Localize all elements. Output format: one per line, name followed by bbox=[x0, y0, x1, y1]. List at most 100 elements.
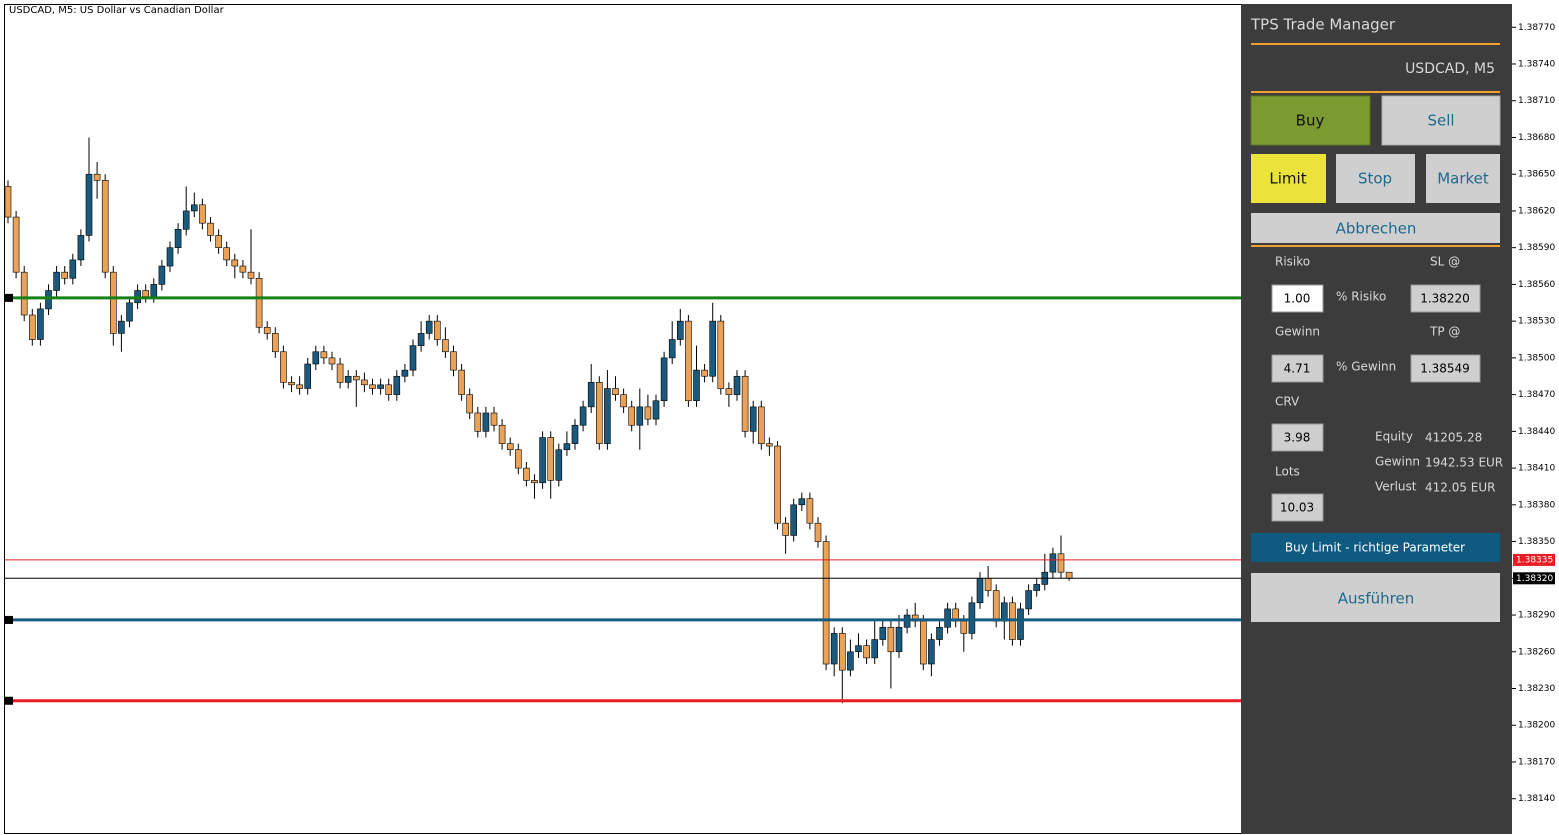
plot-area bbox=[4, 137, 1241, 705]
candle-body bbox=[928, 639, 935, 665]
candle-body bbox=[620, 394, 627, 408]
candle-body bbox=[936, 626, 943, 640]
level-handle[interactable] bbox=[5, 293, 13, 302]
candle-body bbox=[814, 522, 822, 542]
candle-body bbox=[644, 406, 652, 420]
candle-body bbox=[547, 437, 555, 481]
candle-body bbox=[701, 369, 708, 377]
y-tick-label: 1.38590 bbox=[1518, 243, 1555, 253]
sell-button[interactable]: Sell bbox=[1381, 95, 1501, 146]
candle-body bbox=[28, 314, 36, 340]
candle-body bbox=[425, 320, 433, 334]
price-tag-label: 1.38335 bbox=[1516, 555, 1553, 565]
stop-button[interactable]: Stop bbox=[1336, 154, 1415, 203]
y-tick-label: 1.38200 bbox=[1518, 721, 1555, 731]
candle-body bbox=[806, 498, 814, 524]
candle-body bbox=[312, 351, 320, 365]
y-tick-label: 1.38620 bbox=[1518, 206, 1555, 216]
y-tick-label: 1.38650 bbox=[1518, 170, 1555, 180]
gain-input[interactable]: 4.71 bbox=[1271, 354, 1324, 383]
input-value: 3.98 bbox=[1284, 431, 1311, 445]
y-tick-label: 1.38350 bbox=[1518, 537, 1555, 547]
stat-label: Gewinn bbox=[1375, 455, 1420, 469]
tp-input[interactable]: 1.38549 bbox=[1410, 354, 1481, 383]
y-tick-label: 1.38260 bbox=[1518, 647, 1555, 657]
y-tick-label: 1.38680 bbox=[1518, 133, 1555, 143]
level-handle[interactable] bbox=[5, 696, 13, 705]
input-box bbox=[1410, 354, 1481, 383]
candle-body bbox=[506, 443, 514, 451]
input-box bbox=[1271, 423, 1324, 452]
button-label: Limit bbox=[1269, 170, 1306, 188]
button-label: Abbrechen bbox=[1336, 220, 1417, 238]
candle-body bbox=[741, 375, 749, 432]
input-value: 4.71 bbox=[1284, 362, 1311, 376]
sl-input[interactable]: 1.38220 bbox=[1410, 284, 1481, 313]
candle-body bbox=[166, 247, 174, 267]
candle-body bbox=[855, 645, 862, 653]
crv-input[interactable]: 3.98 bbox=[1271, 423, 1324, 452]
y-tick-label: 1.38140 bbox=[1518, 794, 1555, 804]
y-tick-label: 1.38710 bbox=[1518, 96, 1555, 106]
candle-body bbox=[725, 388, 733, 395]
candle-body bbox=[231, 259, 239, 267]
limit-button[interactable]: Limit bbox=[1251, 154, 1326, 203]
candle-body bbox=[1049, 553, 1057, 573]
candle-body bbox=[709, 320, 717, 377]
candle-body bbox=[239, 265, 247, 273]
candle-body bbox=[37, 308, 44, 340]
candle-body bbox=[1057, 553, 1065, 573]
input-value: 1.38549 bbox=[1420, 362, 1470, 376]
field-label: Gewinn bbox=[1275, 325, 1320, 339]
panel-title: TPS Trade Manager bbox=[1250, 16, 1396, 34]
candle-body bbox=[766, 443, 773, 447]
button-bg bbox=[1251, 213, 1500, 243]
y-tick-label: 1.38170 bbox=[1518, 757, 1555, 767]
candle-body bbox=[85, 173, 93, 236]
candle-body bbox=[830, 633, 838, 665]
candle-body bbox=[215, 235, 222, 248]
candle-body bbox=[595, 382, 603, 444]
field-label: SL @ bbox=[1430, 255, 1460, 269]
cancel-button[interactable]: Abbrechen bbox=[1251, 213, 1500, 243]
panel-symbol: USDCAD, M5 bbox=[1405, 61, 1495, 77]
lots-input[interactable]: 10.03 bbox=[1271, 493, 1324, 522]
price-axis: 1.38770 1.38740 1.38710 1.38680 1.38650 1.386… bbox=[1512, 23, 1555, 804]
input-box bbox=[1410, 284, 1481, 313]
y-tick-label: 1.38560 bbox=[1518, 280, 1555, 290]
candle-body bbox=[336, 363, 344, 383]
candle-body bbox=[531, 480, 538, 484]
candle-body bbox=[1017, 608, 1024, 640]
candle-body bbox=[822, 541, 830, 665]
candle-body bbox=[798, 498, 806, 506]
candle-body bbox=[838, 633, 846, 671]
level-handle[interactable] bbox=[5, 615, 13, 624]
candle-body bbox=[984, 577, 992, 591]
market-button[interactable]: Market bbox=[1426, 154, 1500, 203]
risk-input[interactable]: 1.00 bbox=[1271, 284, 1324, 313]
candle-body bbox=[12, 216, 20, 273]
candle-body bbox=[393, 375, 401, 395]
candle-body bbox=[490, 412, 498, 426]
candle-body bbox=[749, 406, 757, 432]
field-label: CRV bbox=[1275, 395, 1300, 409]
candle-body bbox=[992, 590, 1000, 622]
field-label: TP @ bbox=[1429, 325, 1460, 339]
candle-body bbox=[1000, 602, 1008, 622]
input-value: 1.00 bbox=[1284, 292, 1311, 306]
button-bg bbox=[1336, 154, 1415, 203]
execute-button[interactable]: Ausführen bbox=[1251, 573, 1500, 622]
price-tag bbox=[1513, 572, 1555, 585]
price-tag bbox=[1513, 553, 1555, 566]
buy-button[interactable]: Buy bbox=[1250, 95, 1371, 146]
price-tag-label: 1.38320 bbox=[1516, 574, 1553, 584]
candle-body bbox=[863, 645, 870, 659]
candle-body bbox=[280, 351, 287, 383]
y-tick-label: 1.38230 bbox=[1518, 684, 1555, 694]
candle-body bbox=[352, 375, 360, 381]
candle-body bbox=[199, 204, 206, 224]
candle-body bbox=[53, 271, 60, 291]
candle-body bbox=[968, 602, 976, 634]
candle-body bbox=[498, 424, 506, 444]
